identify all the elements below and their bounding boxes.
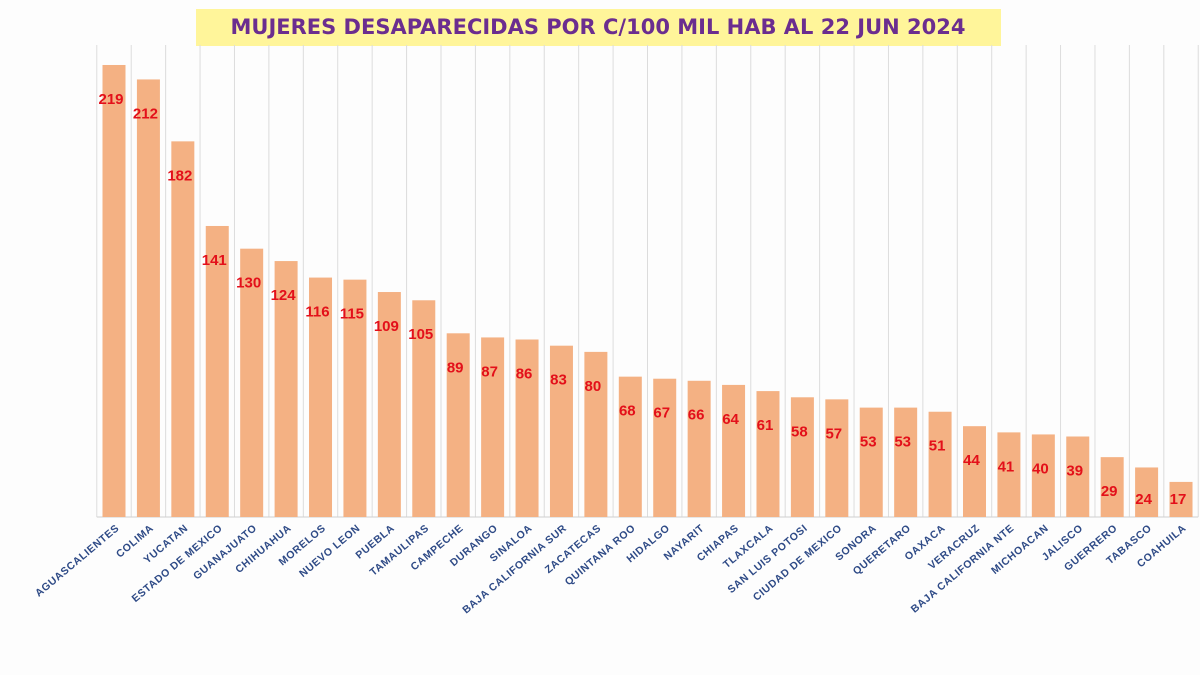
bar [584, 351, 608, 517]
value-label: 182 [167, 167, 192, 184]
bar [549, 345, 573, 517]
value-label: 39 [1066, 462, 1083, 479]
value-label: 40 [1032, 460, 1049, 477]
value-label: 53 [894, 434, 911, 451]
bar [687, 380, 711, 517]
value-label: 66 [688, 407, 705, 424]
bar [481, 337, 505, 517]
bar [894, 407, 918, 517]
bar [1031, 434, 1055, 517]
value-label: 116 [305, 304, 329, 321]
value-label: 80 [585, 378, 602, 395]
value-label: 105 [408, 326, 433, 343]
title-box [196, 9, 1001, 46]
value-label: 130 [236, 275, 261, 292]
value-label: 141 [202, 252, 227, 269]
value-label: 29 [1101, 483, 1118, 500]
bar [412, 300, 436, 517]
value-label: 83 [550, 372, 567, 389]
bar [1066, 436, 1090, 517]
bar [343, 279, 367, 517]
bar [1100, 457, 1124, 517]
bar [1169, 481, 1193, 517]
bar [963, 426, 986, 517]
value-label: 51 [929, 438, 946, 455]
bar [240, 248, 264, 517]
value-label: 17 [1170, 491, 1187, 508]
bar [722, 384, 746, 517]
value-label: 57 [825, 425, 842, 442]
value-label: 44 [963, 452, 980, 469]
value-label: 87 [481, 363, 498, 380]
bar [136, 79, 160, 517]
value-label: 109 [374, 318, 399, 335]
bar [205, 225, 229, 517]
value-label: 53 [860, 434, 877, 451]
value-label: 64 [722, 411, 739, 428]
value-label: 219 [98, 91, 123, 108]
value-label: 24 [1135, 491, 1152, 508]
bar [825, 399, 849, 517]
bar [756, 391, 780, 517]
value-label: 124 [271, 287, 297, 304]
bar [653, 378, 677, 517]
value-label: 89 [447, 359, 464, 376]
bar [859, 407, 883, 517]
value-label: 212 [133, 105, 158, 122]
value-label: 86 [516, 365, 533, 382]
bar [102, 64, 126, 517]
value-label: 41 [998, 458, 1015, 475]
value-label: 115 [340, 306, 364, 323]
bar [1135, 467, 1159, 517]
bar [377, 292, 401, 517]
bar [997, 432, 1021, 517]
chart-title: MUJERES DESAPARECIDAS POR C/100 MIL HAB … [231, 15, 966, 39]
bar [274, 261, 298, 517]
value-label: 61 [757, 417, 774, 434]
bar [446, 333, 470, 517]
bar [790, 397, 814, 517]
bar [928, 411, 952, 517]
bar [515, 339, 539, 517]
bar [171, 141, 195, 518]
bar [309, 277, 333, 517]
value-label: 58 [791, 423, 808, 440]
value-label: 67 [653, 405, 670, 422]
value-label: 68 [619, 403, 636, 420]
bar [618, 376, 642, 517]
